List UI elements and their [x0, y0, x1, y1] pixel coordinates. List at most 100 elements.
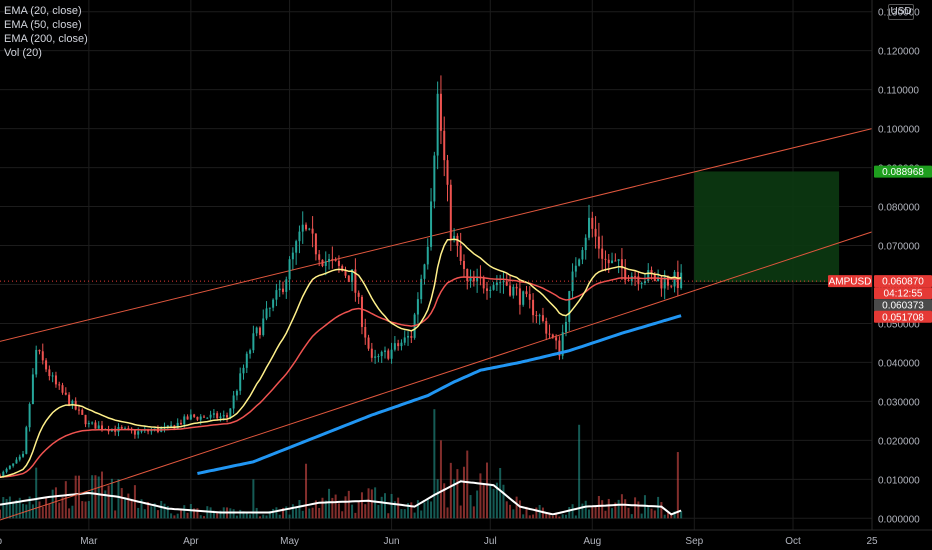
- candle-body: [604, 258, 607, 260]
- volume-bar: [439, 440, 442, 519]
- candle-body: [637, 276, 640, 284]
- volume-bar: [528, 515, 531, 519]
- candle-body: [281, 288, 284, 292]
- candle-body: [364, 326, 367, 338]
- volume-bar: [239, 509, 242, 519]
- candle-body: [28, 404, 31, 428]
- price-label-current: 0.060870: [882, 277, 924, 288]
- volume-bar: [265, 515, 268, 519]
- candle-body: [84, 414, 87, 425]
- price-axis[interactable]: 0.000000 0.010000 0.020000 0.030000 0.040000…: [871, 0, 920, 530]
- volume-bar: [476, 490, 479, 519]
- candle-body: [446, 160, 449, 185]
- volume-bar: [117, 479, 120, 519]
- candle-body: [91, 422, 94, 424]
- volume-bar: [341, 511, 344, 519]
- volume-bar: [374, 487, 377, 519]
- volume-bar: [568, 506, 571, 519]
- volume-bar: [650, 508, 653, 519]
- legend-ema20[interactable]: EMA (20, close): [4, 5, 82, 17]
- volume-bar: [614, 502, 617, 519]
- volume-bar: [347, 490, 350, 519]
- legend-volume[interactable]: Vol (20): [4, 47, 42, 59]
- volume-bar: [499, 467, 502, 519]
- volume-bar: [591, 506, 594, 519]
- candle-body: [51, 375, 54, 377]
- candle-body: [380, 351, 383, 357]
- volume-bar: [360, 492, 363, 519]
- candle-body: [183, 416, 186, 425]
- volume-bar: [12, 501, 15, 519]
- trend-channel[interactable]: [0, 128, 873, 523]
- time-axis[interactable]: Feb Mar Apr May Jun Jul Aug Sep Oct 25: [0, 529, 932, 547]
- volume-bar: [640, 513, 643, 519]
- candle-body: [206, 417, 209, 419]
- volume-bar: [351, 504, 354, 519]
- candle-body: [127, 428, 130, 430]
- candle-body: [515, 286, 518, 289]
- legend-ema50[interactable]: EMA (50, close): [4, 19, 82, 31]
- candle-body: [594, 228, 597, 237]
- volume-bar: [673, 511, 676, 519]
- candle-body: [525, 291, 528, 295]
- volume-bar: [41, 506, 44, 519]
- volume-bar: [334, 494, 337, 519]
- volume-bar: [472, 506, 475, 519]
- candle-body: [459, 245, 462, 261]
- ema200-line: [197, 314, 682, 475]
- volume-bar: [31, 504, 34, 519]
- volume-bar: [578, 424, 581, 519]
- candle-body: [275, 290, 278, 300]
- candle-body: [564, 321, 567, 333]
- price-tick-label: 0.120000: [878, 47, 920, 58]
- target-box[interactable]: [694, 171, 840, 283]
- volume-bar: [443, 483, 446, 519]
- volume-bar: [77, 475, 80, 519]
- volume-bar: [416, 500, 419, 519]
- candle-body: [505, 281, 508, 286]
- candle-body: [81, 409, 84, 415]
- volume-bar: [232, 509, 235, 519]
- volume-bar: [462, 466, 465, 519]
- candle-body: [120, 427, 123, 429]
- volume-bar: [657, 496, 660, 519]
- candle-body: [308, 228, 311, 230]
- volume-bar: [262, 514, 265, 519]
- legend-ema200[interactable]: EMA (200, close): [4, 33, 88, 45]
- volume-bar: [548, 512, 551, 519]
- volume-bar: [597, 496, 600, 519]
- volume-bar: [522, 514, 525, 519]
- volume-bar: [268, 511, 271, 519]
- candle-body: [370, 348, 373, 358]
- volume-bar: [486, 462, 489, 519]
- candle-body: [584, 237, 587, 251]
- candle-body: [97, 425, 100, 429]
- volume-bar: [367, 488, 370, 519]
- volume-bar: [140, 499, 143, 519]
- indicator-legend: EMA (20, close) EMA (50, close) EMA (200…: [4, 4, 88, 60]
- candle-body: [31, 374, 34, 405]
- price-tick-label: 0.130000: [878, 8, 920, 19]
- volume-bar: [653, 510, 656, 519]
- candle-body: [509, 285, 512, 296]
- currency-button[interactable]: USD: [888, 4, 914, 20]
- volume-bar: [397, 497, 400, 519]
- volume-bar: [594, 506, 597, 519]
- candle-body: [410, 336, 413, 338]
- candle-body: [196, 416, 199, 420]
- candle-body: [203, 416, 206, 418]
- candle-body: [189, 414, 192, 420]
- candle-body: [133, 430, 136, 435]
- candle-body: [295, 241, 298, 253]
- time-tick-label: Apr: [183, 536, 199, 547]
- candle-body: [71, 400, 74, 406]
- candle-body: [390, 349, 393, 359]
- candle-body: [423, 264, 426, 279]
- candle-body: [77, 409, 80, 411]
- volume-bar: [245, 512, 248, 519]
- candle-body: [252, 333, 255, 351]
- volume-bar: [383, 493, 386, 519]
- volume-bar: [502, 484, 505, 519]
- volume-bar: [212, 510, 215, 519]
